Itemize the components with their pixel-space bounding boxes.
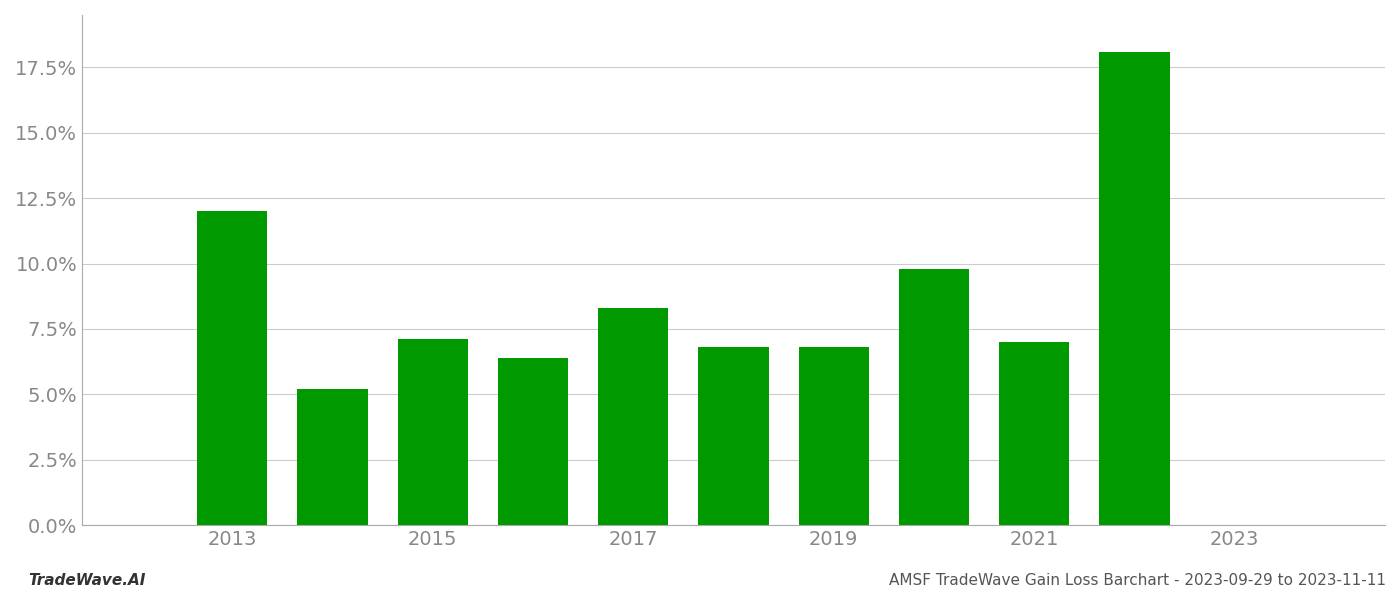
Bar	[899, 269, 969, 525]
Bar	[197, 211, 267, 525]
Bar	[699, 347, 769, 525]
Bar	[1000, 342, 1070, 525]
Bar	[297, 389, 368, 525]
Text: TradeWave.AI: TradeWave.AI	[28, 573, 146, 588]
Bar	[598, 308, 668, 525]
Bar	[498, 358, 568, 525]
Text: AMSF TradeWave Gain Loss Barchart - 2023-09-29 to 2023-11-11: AMSF TradeWave Gain Loss Barchart - 2023…	[889, 573, 1386, 588]
Bar	[1099, 52, 1169, 525]
Bar	[398, 340, 468, 525]
Bar	[798, 347, 869, 525]
